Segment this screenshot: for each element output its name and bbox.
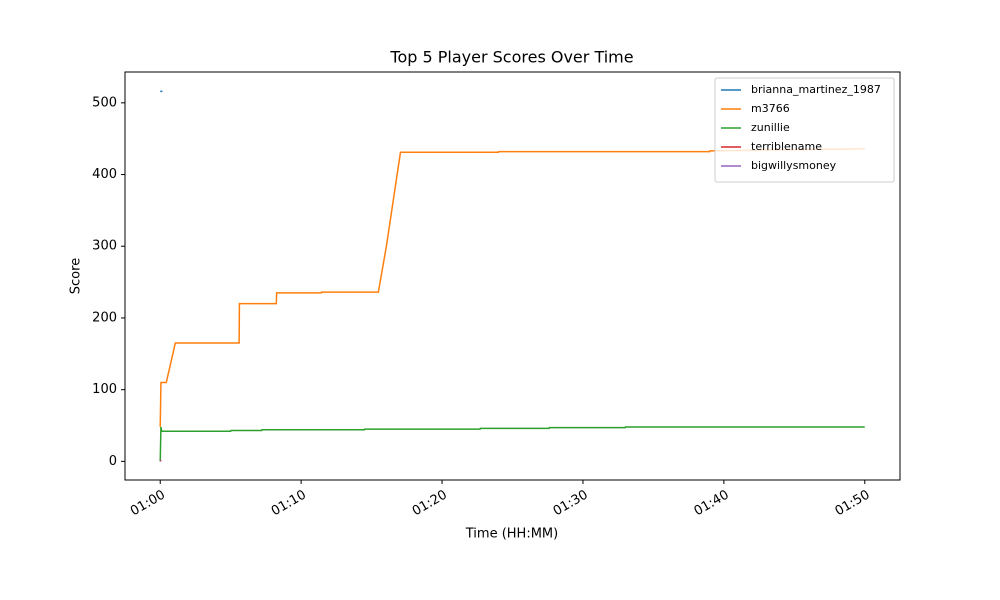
- series-line: [159, 426, 865, 462]
- legend: brianna_martinez_1987 m3766 zunillie terrib…: [714, 77, 895, 183]
- y-tick-label: 500: [92, 95, 117, 110]
- legend-label: terriblename: [751, 140, 822, 153]
- y-tick-label: 200: [92, 310, 117, 325]
- series-line: [159, 460, 162, 462]
- legend-label: zunillie: [751, 121, 790, 134]
- series-line: [159, 147, 865, 427]
- legend-box: [714, 77, 895, 183]
- y-tick-label: 0: [109, 454, 117, 469]
- y-tick-label: 300: [92, 239, 117, 254]
- y-tick-label: 400: [92, 167, 117, 182]
- x-axis-label: Time (HH:MM): [465, 527, 558, 542]
- legend-label: brianna_martinez_1987: [751, 83, 881, 96]
- y-tick-label: 100: [92, 382, 117, 397]
- plot-frame: [124, 71, 901, 481]
- legend-label: m3766: [751, 102, 790, 115]
- legend-label: bigwillysmoney: [751, 159, 837, 172]
- y-axis-label: Score: [69, 258, 84, 294]
- chart-title: Top 5 Player Scores Over Time: [389, 48, 633, 67]
